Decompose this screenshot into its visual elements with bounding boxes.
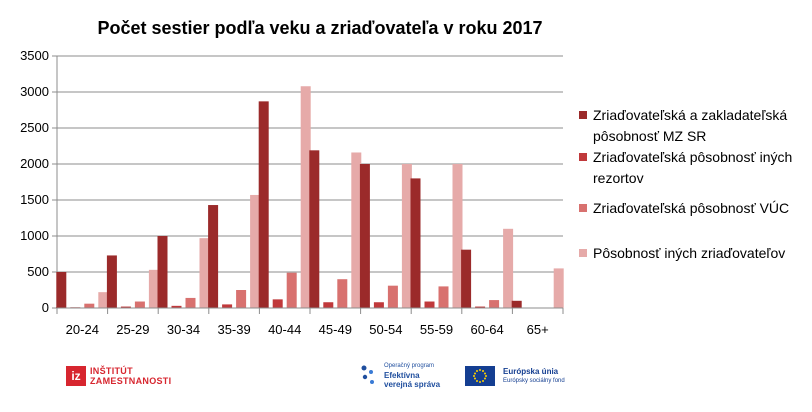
bar	[106, 255, 117, 308]
bars	[56, 86, 564, 309]
bar	[438, 286, 449, 308]
logo-institut-zamestnanosti: iz INŠTITÚT ZAMESTNANOSTI	[66, 366, 171, 386]
bar	[236, 290, 247, 308]
bar	[553, 268, 564, 308]
x-tick-label: 60-64	[470, 322, 503, 337]
x-tick-label: 55-59	[420, 322, 453, 337]
legend-label: Zriaďovateľská pôsobnosť VÚC	[593, 200, 789, 216]
legend-swatch	[579, 249, 587, 257]
bar	[157, 236, 168, 308]
bar	[337, 279, 348, 308]
bar	[359, 164, 370, 308]
y-tick-label: 0	[42, 300, 49, 315]
op-line2: Efektívna	[384, 371, 420, 380]
op-emblem-icon	[361, 365, 374, 384]
x-tick-label: 20-24	[66, 322, 99, 337]
bar	[424, 301, 435, 308]
bar	[461, 249, 472, 308]
bar	[272, 299, 283, 308]
logo-europska-unia: Európska únia Európsky sociálny fond	[465, 366, 565, 386]
bar	[300, 86, 311, 309]
legend-swatch	[579, 111, 587, 119]
x-axis-ticks: 20-24 25-29 30-34 35-39 40-44 45-49 50-54 55-59…	[56, 307, 564, 337]
bar	[387, 285, 398, 308]
bar	[286, 272, 297, 308]
bar	[511, 300, 522, 308]
y-axis-ticks: 0 500 1000 1500 2000 2500 3000 3500	[20, 48, 49, 315]
y-tick-label: 500	[27, 264, 49, 279]
bar	[199, 238, 210, 308]
legend-swatch	[579, 153, 587, 161]
bar	[410, 178, 421, 308]
x-tick-label: 50-54	[369, 322, 402, 337]
iz-line1: INŠTITÚT	[90, 366, 133, 376]
bar	[452, 164, 463, 308]
legend-label: rezortov	[593, 170, 644, 186]
bar	[134, 301, 145, 308]
bar	[148, 269, 159, 308]
bar	[56, 272, 67, 308]
eu-line1: Európska únia	[503, 367, 559, 376]
bar	[98, 292, 109, 308]
eu-line2: Európsky sociálny fond	[503, 378, 565, 384]
y-tick-label: 3500	[20, 48, 49, 63]
y-tick-label: 3000	[20, 84, 49, 99]
bar	[208, 205, 219, 308]
legend-label: Pôsobnosť iných zriaďovateľov	[593, 245, 785, 261]
bar	[373, 302, 384, 308]
bar	[503, 228, 514, 308]
eu-flag-icon	[465, 366, 495, 386]
x-tick-label: 45-49	[319, 322, 352, 337]
bar	[120, 306, 131, 308]
x-tick-label: 40-44	[268, 322, 301, 337]
y-tick-label: 2000	[20, 156, 49, 171]
bar	[489, 300, 500, 308]
x-tick-label: 35-39	[217, 322, 250, 337]
bar	[84, 303, 95, 308]
y-tick-label: 1500	[20, 192, 49, 207]
op-line1: Operačný program	[384, 363, 435, 369]
x-tick-label: 25-29	[116, 322, 149, 337]
bar	[258, 101, 269, 308]
y-tick-label: 2500	[20, 120, 49, 135]
x-tick-label: 65+	[527, 322, 549, 337]
bar	[250, 194, 261, 308]
legend-swatch	[579, 204, 587, 212]
bar	[171, 305, 182, 308]
chart-title: Počet sestier podľa veku a zriaďovateľa …	[97, 18, 542, 38]
legend-label: Zriaďovateľská pôsobnosť iných	[593, 149, 792, 165]
logo-operacny-program: Operačný program Efektívna verejná správ…	[358, 362, 440, 389]
op-line3: verejná správa	[384, 380, 441, 389]
x-tick-label: 30-34	[167, 322, 200, 337]
bar	[351, 152, 362, 308]
bar	[222, 304, 233, 308]
iz-badge: iz	[66, 366, 86, 386]
iz-line2: ZAMESTNANOSTI	[90, 376, 172, 386]
legend-label: Zriaďovateľská a zakladateľská	[593, 107, 787, 123]
bar	[475, 306, 486, 308]
bar	[185, 297, 196, 308]
bar	[401, 164, 412, 308]
legend-label: pôsobnosť MZ SR	[593, 128, 706, 144]
bar	[323, 302, 334, 308]
y-tick-label: 1000	[20, 228, 49, 243]
legend: Zriaďovateľská a zakladateľská pôsobnosť …	[579, 107, 792, 261]
bar	[309, 150, 320, 308]
